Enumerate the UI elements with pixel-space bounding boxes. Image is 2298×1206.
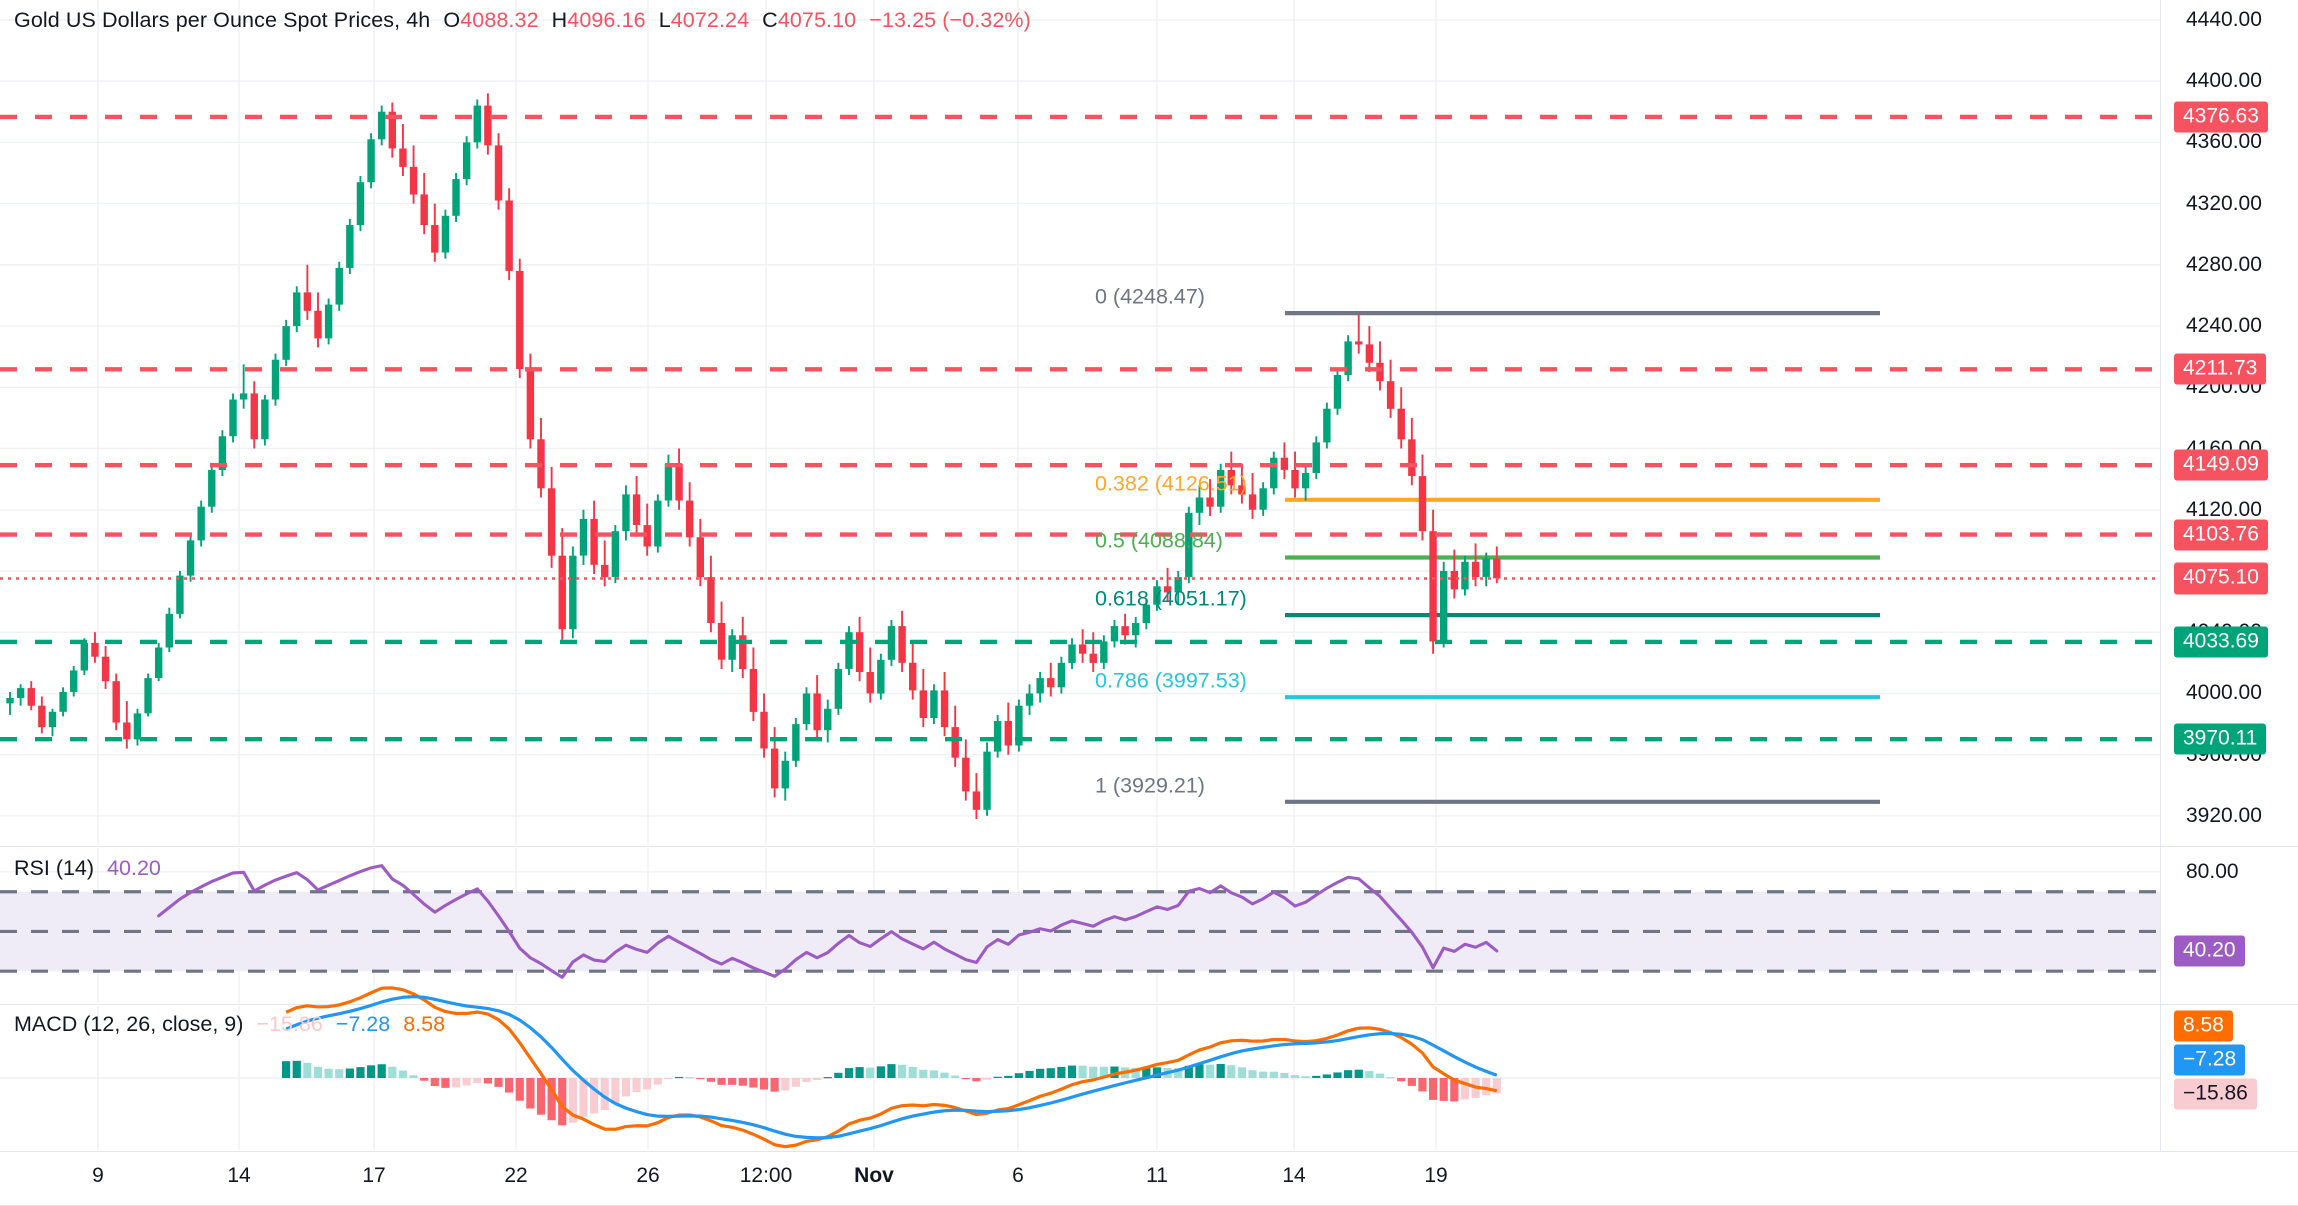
fib-label-0-786: 0.786 (3997.53) xyxy=(1095,668,1247,693)
rsi-pane[interactable]: RSI (14) 40.20 xyxy=(0,848,2160,1003)
axis-vertical-divider xyxy=(2160,0,2161,1151)
fibonacci-lines xyxy=(1285,311,1880,804)
time-label-14: 14 xyxy=(227,1164,251,1187)
price-tick-4320-00: 4320.00 xyxy=(2186,191,2262,215)
legend-low-key: L xyxy=(658,8,671,32)
price-tick-4440-00: 4440.00 xyxy=(2186,7,2262,31)
macd-pane[interactable]: MACD (12, 26, close, 9) −15.86 −7.28 8.58 xyxy=(0,986,2160,1150)
price-badge-4149-09[interactable]: 4149.09 xyxy=(2174,449,2268,481)
time-label-19: 19 xyxy=(1424,1164,1448,1187)
price-chart-pane[interactable]: Gold US Dollars per Ounce Spot Prices, 4… xyxy=(0,0,2160,845)
macd-title: MACD (12, 26, close, 9) xyxy=(14,1012,244,1036)
macd-badge-2[interactable]: −15.86 xyxy=(2174,1078,2257,1110)
time-label-Nov: Nov xyxy=(854,1164,894,1187)
macd-axis[interactable]: 8.58 −7.28 −15.86 xyxy=(2160,1006,2298,1150)
macd-badge-1[interactable]: −7.28 xyxy=(2174,1044,2246,1076)
price-badge-4033-69[interactable]: 4033.69 xyxy=(2174,626,2268,658)
time-label-6: 6 xyxy=(1012,1164,1024,1187)
time-label-22: 22 xyxy=(504,1164,528,1187)
macd-signal-value: −7.28 xyxy=(335,1012,391,1036)
macd-legend: MACD (12, 26, close, 9) −15.86 −7.28 8.58 xyxy=(14,1012,445,1037)
price-tick-4360-00: 4360.00 xyxy=(2186,130,2262,154)
legend-open-value: 4088.32 xyxy=(460,8,539,32)
macd-line xyxy=(285,986,1498,1149)
price-tick-4120-00: 4120.00 xyxy=(2186,497,2262,521)
time-axis-top-divider xyxy=(0,1151,2298,1152)
macd-macd-value: 8.58 xyxy=(403,1012,446,1036)
price-plot xyxy=(0,0,2160,845)
price-axis[interactable]: 4440.00 4400.00 4360.00 4320.00 4280.00 4240.… xyxy=(2160,0,2298,845)
price-levels xyxy=(0,114,2160,742)
legend-high-value: 4096.16 xyxy=(567,8,646,32)
macd-histogram xyxy=(282,1060,1501,1126)
price-tick-3920-00: 3920.00 xyxy=(2186,803,2262,827)
price-badge-4075-10[interactable]: 4075.10 xyxy=(2174,562,2268,595)
price-badge-4103-76[interactable]: 4103.76 xyxy=(2174,519,2268,551)
price-badge-4211-73[interactable]: 4211.73 xyxy=(2174,353,2267,385)
time-label-26: 26 xyxy=(636,1164,660,1187)
time-label-14: 14 xyxy=(1282,1164,1306,1187)
rsi-plot xyxy=(0,848,2160,1003)
candlesticks xyxy=(6,93,1501,819)
time-label-12-00: 12:00 xyxy=(739,1164,793,1187)
fib-label-0-382: 0.382 (4126.51) xyxy=(1095,471,1247,496)
rsi-axis[interactable]: 80.00 40.20 xyxy=(2160,848,2298,1003)
price-badge-4376-63[interactable]: 4376.63 xyxy=(2174,101,2268,133)
price-tick-4400-00: 4400.00 xyxy=(2186,69,2262,93)
rsi-value-badge[interactable]: 40.20 xyxy=(2174,935,2245,967)
macd-hist-value: −15.86 xyxy=(256,1012,323,1036)
pane-divider-macd xyxy=(0,1004,2298,1005)
price-tick-4280-00: 4280.00 xyxy=(2186,252,2262,276)
time-label-17: 17 xyxy=(362,1164,386,1187)
price-tick-4000-00: 4000.00 xyxy=(2186,681,2262,705)
chart-legend: Gold US Dollars per Ounce Spot Prices, 4… xyxy=(14,8,1031,33)
legend-symbol: Gold US Dollars per Ounce Spot Prices, 4… xyxy=(14,8,431,32)
rsi-tick-80: 80.00 xyxy=(2186,859,2239,883)
time-label-9: 9 xyxy=(92,1164,104,1187)
rsi-legend: RSI (14) 40.20 xyxy=(14,856,161,881)
fib-label-0-5: 0.5 (4088.84) xyxy=(1095,528,1223,553)
rsi-title: RSI (14) xyxy=(14,856,95,880)
macd-plot xyxy=(0,986,2160,1150)
legend-close-key: C xyxy=(762,8,778,32)
rsi-value: 40.20 xyxy=(107,856,161,880)
legend-close-value: 4075.10 xyxy=(777,8,857,32)
macd-signal-line xyxy=(285,995,1498,1140)
legend-high-key: H xyxy=(551,8,568,32)
time-label-11: 11 xyxy=(1146,1164,1168,1187)
legend-open-key: O xyxy=(443,8,461,32)
legend-low-value: 4072.24 xyxy=(670,8,750,32)
fib-label-1: 1 (3929.21) xyxy=(1095,773,1205,798)
pane-divider-rsi xyxy=(0,846,2298,847)
rsi-line xyxy=(157,864,1499,979)
macd-badge-0[interactable]: 8.58 xyxy=(2174,1010,2233,1042)
price-badge-3970-11[interactable]: 3970.11 xyxy=(2174,723,2267,755)
legend-change: −13.25 (−0.32%) xyxy=(869,8,1031,32)
time-axis[interactable]: 9 14 17 22 26 12:00 Nov 6 11 14 19 xyxy=(0,1151,2298,1206)
fib-label-0-618: 0.618 (4051.17) xyxy=(1095,586,1247,611)
fib-label-0: 0 (4248.47) xyxy=(1095,284,1205,309)
price-tick-4240-00: 4240.00 xyxy=(2186,314,2262,338)
